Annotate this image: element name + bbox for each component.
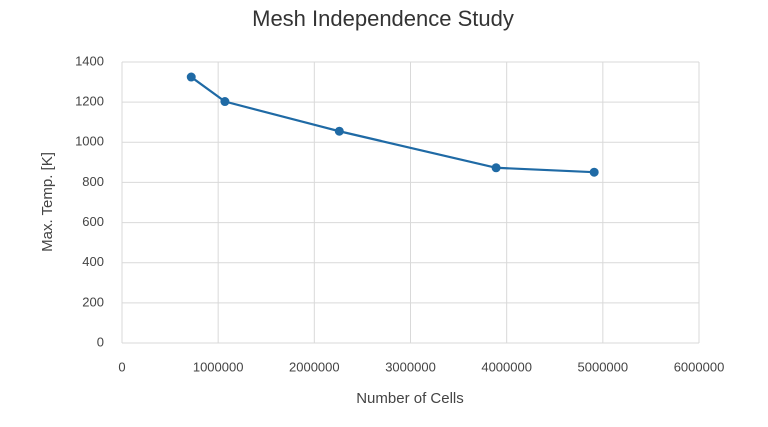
y-tick-label: 600 bbox=[82, 214, 104, 229]
y-axis-label: Max. Temp. [K] bbox=[39, 152, 56, 252]
x-axis-label: Number of Cells bbox=[356, 390, 464, 407]
chart-title: Mesh Independence Study bbox=[252, 6, 514, 31]
point bbox=[589, 167, 599, 177]
y-tick-label: 200 bbox=[82, 294, 104, 309]
point bbox=[220, 97, 230, 107]
x-tick-label: 1000000 bbox=[193, 359, 244, 374]
y-tick-label: 0 bbox=[97, 334, 104, 349]
x-tick-label: 6000000 bbox=[674, 359, 725, 374]
line bbox=[190, 76, 595, 174]
point bbox=[334, 126, 344, 136]
x-tick-label: 2000000 bbox=[289, 359, 340, 374]
y-tick-label: 1000 bbox=[75, 134, 104, 149]
x-tick-label: 4000000 bbox=[481, 359, 532, 374]
x-tick-label: 3000000 bbox=[385, 359, 436, 374]
x-tick-label: 5000000 bbox=[578, 359, 629, 374]
point bbox=[491, 163, 501, 173]
y-tick-label: 1400 bbox=[75, 53, 104, 68]
x-tick-label: 0 bbox=[118, 359, 125, 374]
y-tick-label: 1200 bbox=[75, 94, 104, 109]
y-tick-label: 800 bbox=[82, 174, 104, 189]
y-tick-label: 400 bbox=[82, 254, 104, 269]
point bbox=[186, 72, 196, 82]
